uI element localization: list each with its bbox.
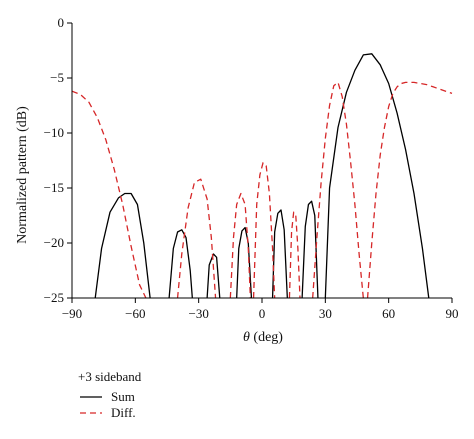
y-axis-label: Normalized pattern (dB) [15,106,30,244]
y-tick-label-1: −5 [50,70,64,85]
x-axis-label: θ (deg) [243,330,283,345]
y-tick-label-0: 0 [58,15,65,30]
series-diff-lobe-6 [312,81,364,299]
x-tick-label-0: −90 [62,306,82,321]
x-axis-label-symbol: θ [243,330,250,345]
series-diff-lobe-2 [176,178,217,299]
series-sum-lobe-1 [94,192,151,299]
series-sum-lobe-6 [301,200,319,299]
x-tick-label-5: 60 [382,306,395,321]
plot-area: −90 −60 −30 0 30 60 90 0 −5 −10 −15 −20 −25 [44,15,459,321]
series-diff-lobe-3 [229,192,252,299]
x-axis-label-unit: (deg) [250,330,283,345]
series-diff-lobe-1 [71,90,147,299]
series-sum-lobe-2 [168,229,193,299]
legend: +3 sideband Sum Diff. [78,369,142,420]
x-tick-label-6: 90 [446,306,459,321]
y-tick-label-3: −15 [44,180,64,195]
x-tick-label-2: −30 [188,306,208,321]
series-group [71,53,453,299]
x-tick-label-3: 0 [259,306,266,321]
series-sum-lobe-7 [324,53,430,299]
x-tick-label-4: 30 [319,306,332,321]
series-sum-lobe-5 [271,209,288,299]
series-diff-lobe-5 [288,211,301,299]
series-sum-lobe-3 [206,253,221,299]
y-tick-label-2: −10 [44,125,64,140]
y-tick-label-4: −20 [44,235,64,250]
series-diff-lobe-4 [252,162,276,299]
legend-diff-label: Diff. [111,405,136,420]
legend-sum-label: Sum [111,389,135,404]
legend-title: +3 sideband [78,369,142,384]
x-tick-label-1: −60 [125,306,145,321]
y-tick-label-5: −25 [44,290,64,305]
series-diff-lobe-7 [366,81,453,299]
